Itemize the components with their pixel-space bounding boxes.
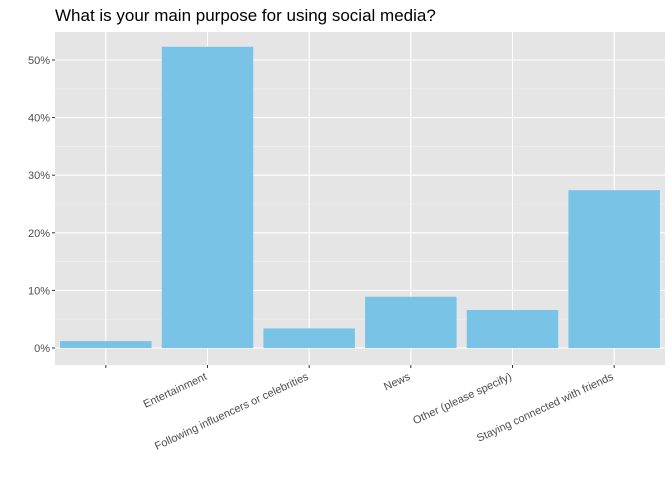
y-axis: 0% 10% 20% 30% 40% 50% bbox=[28, 55, 55, 355]
chart-title: What is your main purpose for using soci… bbox=[55, 6, 436, 25]
x-tick-label: News bbox=[382, 371, 412, 394]
bar bbox=[365, 296, 457, 348]
y-tick-label: 0% bbox=[34, 343, 50, 355]
bar bbox=[161, 46, 254, 348]
bars bbox=[60, 46, 660, 348]
x-tick-label: Other (please specify) bbox=[411, 371, 514, 427]
y-tick-label: 30% bbox=[28, 170, 50, 182]
y-tick-label: 40% bbox=[28, 113, 50, 125]
grid-lines bbox=[55, 32, 665, 365]
plot-panel bbox=[55, 32, 665, 365]
bar bbox=[60, 341, 152, 348]
y-tick-label: 10% bbox=[28, 285, 50, 297]
bar bbox=[466, 309, 559, 348]
bar bbox=[263, 328, 355, 348]
bar bbox=[568, 190, 660, 348]
y-tick-label: 50% bbox=[28, 55, 50, 67]
x-tick-label: Entertainment bbox=[142, 371, 209, 411]
y-tick-label: 20% bbox=[28, 228, 50, 240]
